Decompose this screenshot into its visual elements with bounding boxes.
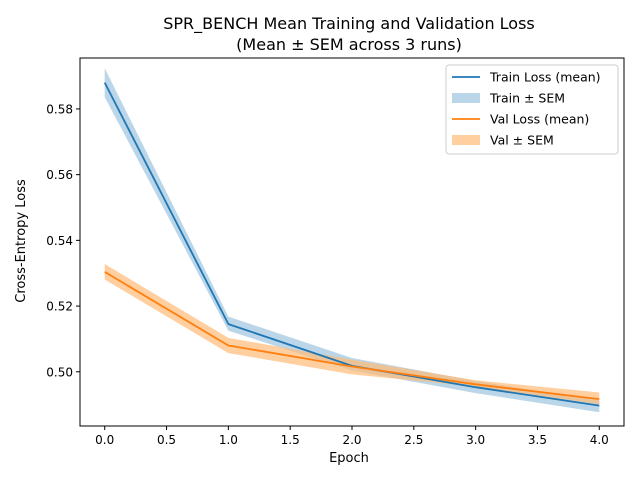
chart-subtitle: (Mean ± SEM across 3 runs) <box>236 35 462 54</box>
y-axis-label: Cross-Entropy Loss <box>14 179 29 303</box>
y-tick-label: 0.52 <box>46 300 73 314</box>
legend-label: Train Loss (mean) <box>489 70 601 85</box>
x-axis-label: Epoch <box>329 451 369 466</box>
y-tick-label: 0.58 <box>46 102 73 116</box>
legend-swatch-0 <box>452 93 480 103</box>
legend-label: Val Loss (mean) <box>490 112 589 127</box>
y-tick-label: 0.54 <box>46 234 73 248</box>
x-tick-label: 2.5 <box>404 433 423 447</box>
legend-label: Train ± SEM <box>489 91 565 106</box>
y-tick-label: 0.50 <box>46 365 73 379</box>
x-tick-label: 3.5 <box>528 433 547 447</box>
x-tick-label: 3.0 <box>466 433 485 447</box>
legend: Train Loss (mean) Train ± SEM Val Loss (me… <box>446 65 618 154</box>
legend-swatch-1 <box>452 135 480 145</box>
x-tick-label: 0.5 <box>157 433 176 447</box>
x-tick-label: 1.5 <box>281 433 300 447</box>
chart-title: SPR_BENCH Mean Training and Validation L… <box>163 14 535 34</box>
legend-label: Val ± SEM <box>490 133 554 148</box>
x-tick-label: 1.0 <box>219 433 238 447</box>
y-tick-label: 0.56 <box>46 168 73 182</box>
x-tick-label: 2.0 <box>342 433 361 447</box>
x-tick-label: 4.0 <box>590 433 609 447</box>
x-tick-label: 0.0 <box>95 433 114 447</box>
